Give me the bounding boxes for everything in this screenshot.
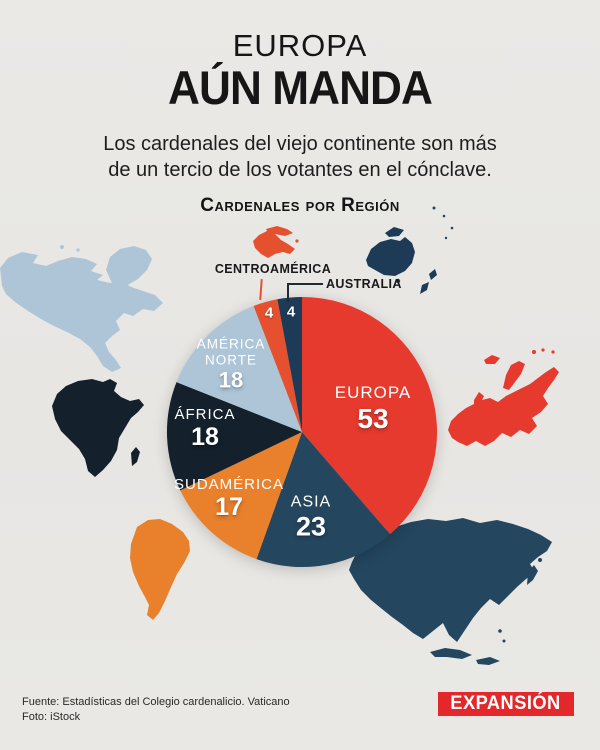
pie-slice-africa	[166, 382, 302, 491]
segment-value: 23	[295, 511, 327, 542]
map-arctic-island	[76, 248, 80, 252]
pie-slice-australia	[277, 297, 302, 432]
map-africa	[52, 379, 144, 477]
map-philippines	[502, 639, 506, 643]
map-new-guinea	[385, 227, 404, 237]
map-greenland	[106, 246, 152, 287]
pie-slice-sudamerica	[180, 432, 302, 560]
map-svalbard	[541, 348, 545, 352]
pie-slice-centroamerica	[253, 299, 302, 432]
subtitle-line-2: de un tercio de los votantes en el cóncl…	[108, 159, 492, 181]
map-europe	[448, 367, 559, 446]
segment-name: AMÉRICA NORTE	[196, 336, 266, 367]
map-japan	[527, 565, 538, 585]
kicker-title: EUROPA	[232, 28, 368, 63]
leader-line-australia	[287, 283, 323, 302]
map-asia	[349, 518, 552, 642]
pie-label-america-norte: AMÉRICA NORTE 18	[187, 336, 275, 393]
segment-name: ÁFRICA	[174, 405, 236, 423]
map-pacific-island	[442, 214, 446, 218]
map-pacific-island	[450, 226, 454, 230]
map-madagascar	[131, 447, 140, 466]
pie-slice-europa	[302, 297, 438, 535]
source-line-2: Foto: iStock	[22, 711, 81, 723]
map-pacific-island	[444, 236, 448, 240]
source-line-1: Fuente: Estadísticas del Colegio cardena…	[22, 696, 290, 708]
segment-value: 53	[357, 402, 389, 434]
chart-title: Cardenales por Región	[200, 195, 400, 216]
brand-logo: EXPANSIÓN	[438, 692, 574, 716]
pie-label-centroamerica: CENTROAMÉRICA	[214, 262, 332, 276]
pie-label-africa: ÁFRICA 18	[174, 406, 235, 452]
pie-label-asia: ASIA 23	[291, 493, 331, 542]
map-central-america	[253, 231, 295, 258]
map-arctic-island	[60, 245, 64, 249]
segment-value-centroamerica: 4	[264, 304, 274, 322]
segment-value-australia: 4	[286, 303, 296, 321]
map-indonesia-east	[476, 657, 500, 665]
map-south-america	[130, 519, 190, 620]
pie-slice-asia	[256, 432, 391, 568]
map-cuba	[266, 226, 293, 236]
map-scandinavia	[503, 361, 525, 390]
subtitle: Los cardenales del viejo continente son …	[0, 131, 600, 183]
brand-logo-text: EXPANSIÓN	[450, 693, 562, 714]
segment-name: ASIA	[290, 493, 332, 511]
map-tasmania	[395, 278, 401, 284]
segment-value: 17	[215, 493, 243, 522]
main-title: AÚN MANDA	[168, 61, 433, 114]
subtitle-line-1: Los cardenales del viejo continente son …	[103, 133, 497, 155]
segment-name: EUROPA	[334, 383, 412, 403]
segment-name: SUDAMÉRICA	[173, 475, 285, 493]
map-philippines	[498, 629, 502, 633]
pie-label-australia: AUSTRALIA	[326, 277, 402, 291]
map-australia	[366, 237, 415, 276]
segment-value: 18	[218, 367, 244, 393]
pie-label-europa: EUROPA 53	[335, 383, 412, 435]
map-indonesia	[430, 648, 472, 659]
map-pacific-island	[432, 206, 436, 210]
map-svalbard	[532, 350, 536, 354]
segment-value: 18	[191, 423, 219, 452]
map-svalbard	[551, 350, 555, 354]
map-caribbean-island	[295, 239, 299, 243]
map-japan-island	[538, 558, 542, 562]
map-north-america	[0, 252, 163, 372]
header: EUROPA AÚN MANDA Los cardenales del viej…	[0, 28, 600, 217]
pie-label-sudamerica: SUDAMÉRICA 17	[174, 476, 284, 522]
source-credit: Fuente: Estadísticas del Colegio cardena…	[22, 695, 290, 725]
pie-slice-america-norte	[176, 306, 302, 432]
map-new-zealand-north	[429, 269, 437, 280]
map-iceland	[484, 355, 500, 364]
map-new-zealand-south	[420, 282, 429, 294]
